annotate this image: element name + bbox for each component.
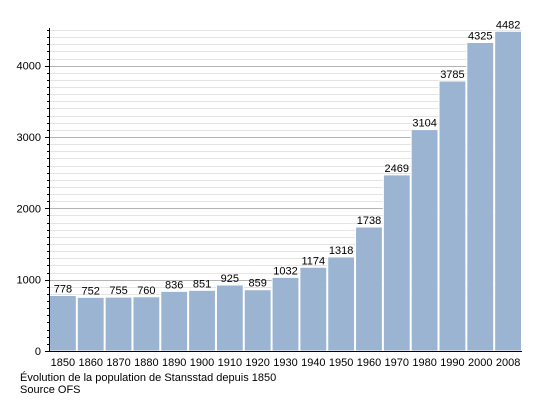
bar-value-label: 755	[109, 285, 127, 297]
bar-value-label: 760	[137, 285, 155, 297]
y-tick-label: 3000	[17, 132, 41, 144]
bar-value-label: 851	[193, 278, 211, 290]
chart-source: Source OFS	[20, 384, 81, 396]
x-tick-label: 1960	[357, 357, 381, 369]
x-tick-label: 1920	[245, 357, 269, 369]
bar-value-label: 2469	[385, 163, 409, 175]
y-tick-label: 0	[35, 346, 41, 358]
axes: 0 1000 2000 3000 4000 1850 1860 1870 1880 1890 190…	[17, 28, 522, 369]
bar-value-label: 836	[165, 279, 183, 291]
bar-value-label: 752	[82, 285, 100, 297]
bar-value-label: 1318	[329, 245, 353, 257]
bar-value-label: 4325	[468, 30, 492, 42]
bar	[466, 41, 495, 352]
x-tick-label: 1950	[329, 357, 353, 369]
bar	[215, 284, 244, 352]
x-tick-label: 1870	[106, 357, 130, 369]
bar	[271, 276, 300, 352]
chart-caption: Évolution de la population de Stansstad …	[20, 372, 277, 384]
x-tick-label: 1940	[301, 357, 325, 369]
x-tick-label: 1860	[78, 357, 102, 369]
bar	[243, 289, 272, 352]
y-tick-label: 2000	[17, 203, 41, 215]
bar	[188, 289, 216, 352]
x-tick-label: 1900	[190, 357, 214, 369]
x-tick-label: 1850	[51, 357, 75, 369]
x-tick-label: 1910	[218, 357, 242, 369]
bar-value-label: 1032	[273, 265, 297, 277]
bar-value-label: 1738	[357, 215, 381, 227]
bar-value-label: 859	[248, 278, 266, 290]
x-tick-label: 1930	[273, 357, 297, 369]
bar	[132, 296, 161, 352]
x-tick-label: 1970	[385, 357, 409, 369]
bar	[382, 174, 411, 352]
x-tick-label: 1980	[412, 357, 436, 369]
bar-value-label: 3104	[412, 118, 436, 130]
bar-value-label: 778	[54, 284, 72, 296]
data-labels: 778 752 755 760 836 851 925 859 1032 1174 1318 1738…	[54, 19, 521, 297]
y-tick-label: 4000	[17, 61, 41, 73]
y-tick-label: 1000	[17, 275, 41, 287]
bar	[494, 30, 523, 352]
x-tick-label: 1880	[134, 357, 158, 369]
bar	[160, 290, 189, 352]
bar	[49, 295, 77, 352]
bar-chart: 0 1000 2000 3000 4000 1850 1860 1870 1880 1890 190…	[17, 19, 523, 369]
bar	[104, 296, 133, 352]
bar	[76, 296, 105, 352]
bar	[299, 266, 328, 352]
bar	[327, 256, 356, 352]
bar-value-label: 925	[221, 273, 239, 285]
bar-value-label: 1174	[301, 255, 325, 267]
x-tick-label: 2000	[468, 357, 492, 369]
x-tick-label: 1890	[162, 357, 186, 369]
bars	[49, 30, 523, 352]
x-tick-label: 1990	[440, 357, 464, 369]
bar	[438, 80, 467, 352]
bar	[355, 226, 383, 352]
x-tick-label: 2008	[496, 357, 520, 369]
bar	[410, 129, 439, 352]
bar-value-label: 4482	[496, 19, 520, 31]
bar-value-label: 3785	[440, 69, 464, 81]
